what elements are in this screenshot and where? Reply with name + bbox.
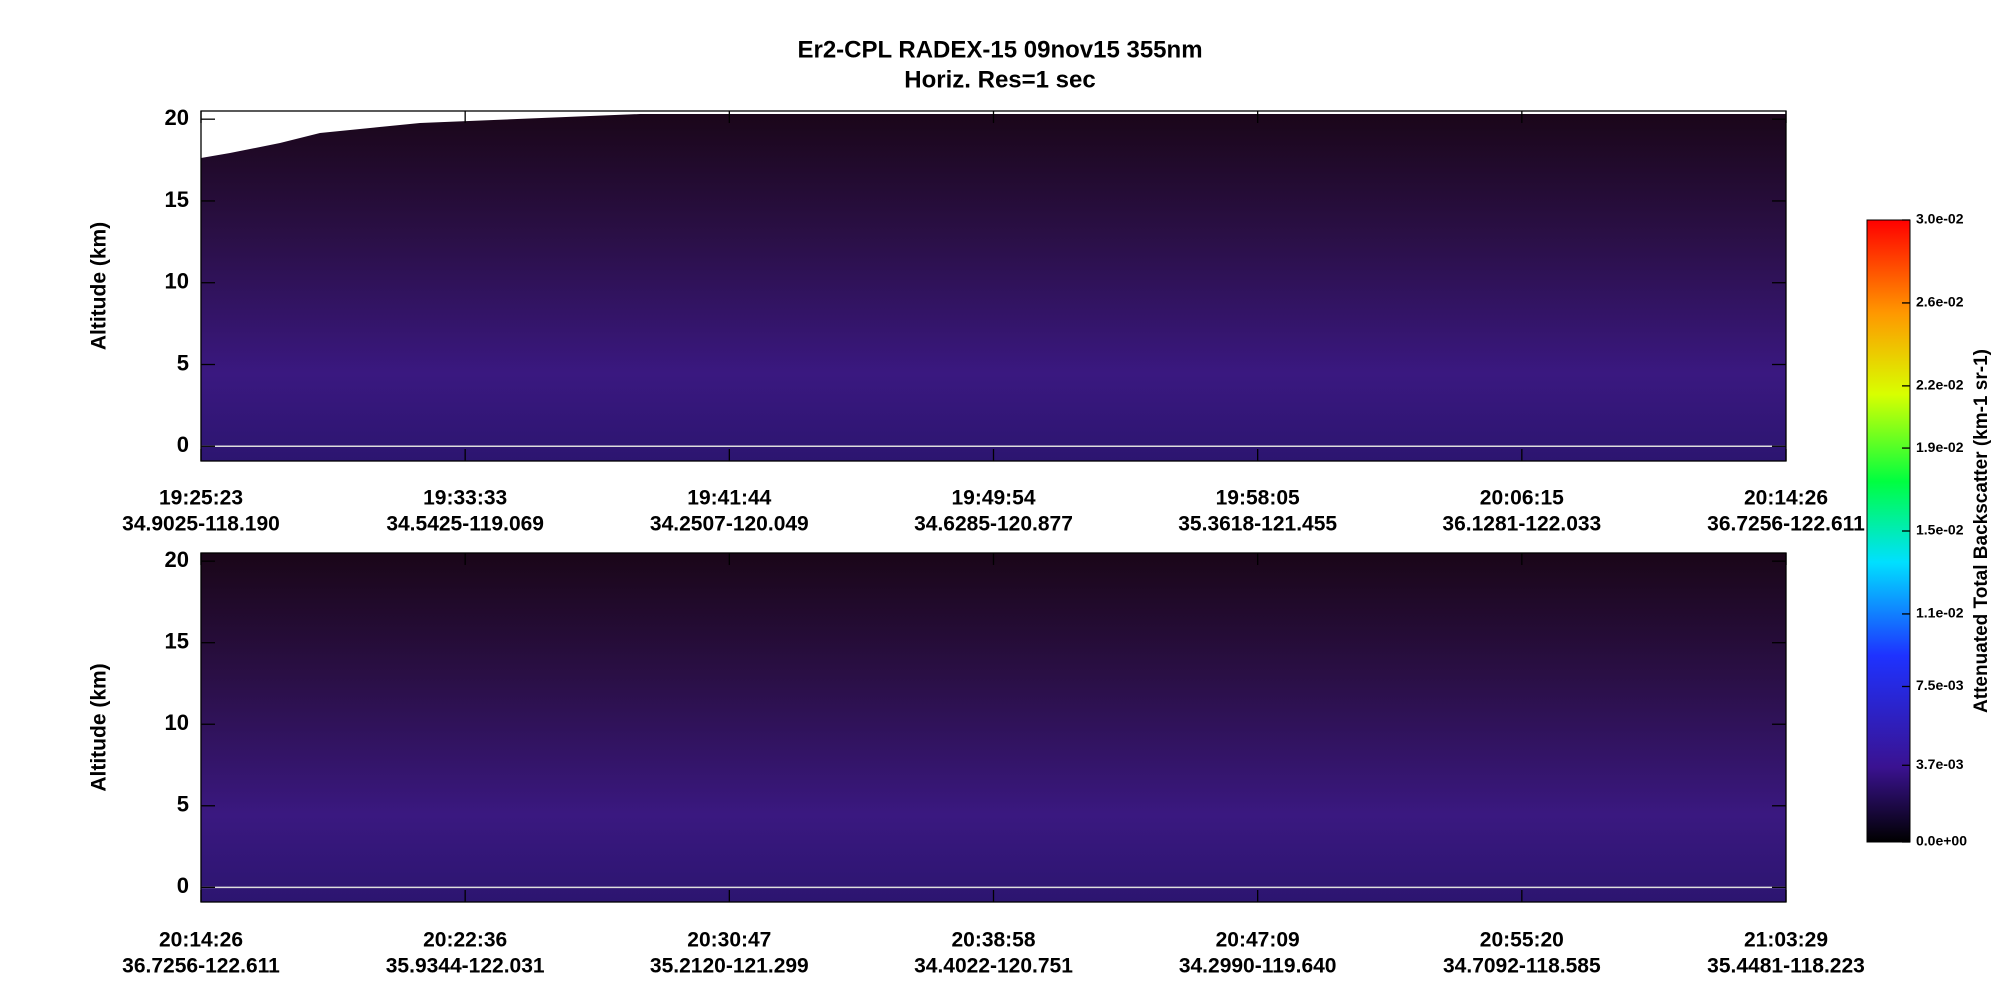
y-tick-label: 0 [177, 873, 189, 898]
x-location-label: 35.2120-121.299 [650, 955, 809, 978]
chart-title: Er2-CPL RADEX-15 09nov15 355nm [797, 36, 1202, 63]
x-location-label: 34.2990-119.640 [1179, 955, 1337, 978]
y-tick-label: 20 [165, 547, 189, 572]
x-tick-label: 19:58:05 [1216, 487, 1300, 510]
x-tick-label: 20:06:15 [1480, 487, 1564, 510]
x-tick-label: 20:14:26 [159, 929, 243, 952]
x-tick-label: 20:55:20 [1480, 929, 1564, 952]
colorbar-tick-label: 1.5e-02 [1916, 522, 1964, 538]
x-location-label: 34.2507-120.049 [650, 513, 809, 536]
colorbar-tick-label: 3.7e-03 [1916, 756, 1964, 772]
colorbar-tick-label: 2.6e-02 [1916, 294, 1964, 310]
x-location-label: 34.5425-119.069 [386, 513, 544, 536]
x-location-label: 36.7256-122.611 [122, 955, 280, 978]
colorbar-tick-label: 2.2e-02 [1916, 377, 1964, 393]
y-tick-label: 20 [165, 105, 189, 130]
x-tick-label: 20:14:26 [1744, 487, 1828, 510]
above-aircraft [201, 111, 1786, 158]
y-tick-label: 10 [165, 710, 189, 735]
y-axis-label: Altitude (km) [88, 222, 111, 350]
x-location-label: 34.4022-120.751 [914, 955, 1073, 978]
y-tick-label: 0 [177, 432, 189, 457]
x-location-label: 34.9025-118.190 [122, 513, 280, 536]
y-tick-label: 15 [165, 187, 189, 212]
y-axis-label: Altitude (km) [88, 663, 111, 791]
x-location-label: 34.7092-118.585 [1443, 955, 1601, 978]
x-tick-label: 21:03:29 [1744, 929, 1828, 952]
y-tick-label: 5 [177, 792, 189, 817]
curtain-image [201, 111, 1786, 461]
colorbar-tick-label: 1.1e-02 [1916, 605, 1964, 621]
chart-subtitle: Horiz. Res=1 sec [904, 66, 1095, 93]
y-tick-label: 15 [165, 629, 189, 654]
x-tick-label: 20:47:09 [1216, 929, 1300, 952]
x-tick-label: 20:38:58 [951, 929, 1035, 952]
colorbar-tick-label: 1.9e-02 [1916, 439, 1964, 455]
colorbar-tick-label: 0.0e+00 [1916, 833, 1967, 849]
colorbar-tick-label: 7.5e-03 [1916, 677, 1964, 693]
x-location-label: 34.6285-120.877 [914, 513, 1073, 536]
x-tick-label: 20:30:47 [687, 929, 771, 952]
x-location-label: 36.1281-122.033 [1442, 513, 1601, 536]
x-tick-label: 19:25:23 [159, 487, 243, 510]
x-location-label: 35.9344-122.031 [386, 955, 545, 978]
x-tick-label: 19:33:33 [423, 487, 507, 510]
x-location-label: 35.4481-118.223 [1707, 955, 1865, 978]
x-location-label: 36.7256-122.611 [1707, 513, 1865, 536]
colorbar-tick-label: 3.0e-02 [1916, 211, 1964, 227]
x-tick-label: 20:22:36 [423, 929, 507, 952]
colorbar-label: Attenuated Total Backscatter (km-1 sr-1) [1971, 349, 1992, 713]
curtain-image [201, 553, 1786, 902]
x-tick-label: 19:49:54 [951, 487, 1035, 510]
y-tick-label: 5 [177, 350, 189, 375]
x-location-label: 35.3618-121.455 [1178, 513, 1337, 536]
x-tick-label: 19:41:44 [687, 487, 771, 510]
y-tick-label: 10 [165, 269, 189, 294]
